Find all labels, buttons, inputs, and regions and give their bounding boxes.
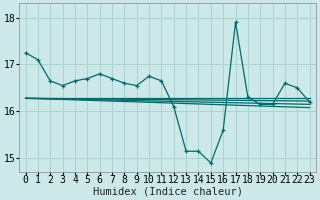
X-axis label: Humidex (Indice chaleur): Humidex (Indice chaleur) — [92, 187, 243, 197]
